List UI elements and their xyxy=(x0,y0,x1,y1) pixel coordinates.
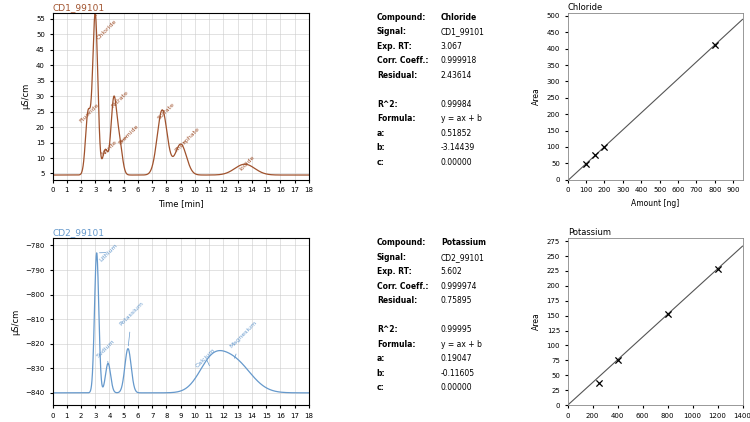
Text: Signal:: Signal: xyxy=(376,27,406,36)
Text: Residual:: Residual: xyxy=(376,296,417,305)
Point xyxy=(611,357,623,363)
Text: Signal:: Signal: xyxy=(376,253,406,262)
Y-axis label: Area: Area xyxy=(532,87,541,105)
Text: 0.99984: 0.99984 xyxy=(441,100,472,109)
Text: Potassium: Potassium xyxy=(441,238,486,247)
Text: 0.99995: 0.99995 xyxy=(441,325,472,334)
Text: 0.999918: 0.999918 xyxy=(441,56,477,65)
Text: Chloride: Chloride xyxy=(441,13,477,22)
Text: y = ax + b: y = ax + b xyxy=(441,114,482,123)
Text: Exp. RT:: Exp. RT: xyxy=(376,267,412,276)
Text: Potassium: Potassium xyxy=(568,228,610,237)
Point xyxy=(580,160,592,167)
Text: Potassium: Potassium xyxy=(118,300,145,346)
Y-axis label: μS/cm: μS/cm xyxy=(21,83,30,109)
Text: Corr. Coeff.:: Corr. Coeff.: xyxy=(376,281,428,291)
Text: Magnesium: Magnesium xyxy=(230,319,258,358)
Text: 5.602: 5.602 xyxy=(441,267,463,276)
Text: Formula:: Formula: xyxy=(376,340,416,349)
Text: Iodide: Iodide xyxy=(238,155,256,172)
Text: c:: c: xyxy=(376,158,385,167)
Text: Chloride: Chloride xyxy=(568,3,603,12)
Text: Nitrate: Nitrate xyxy=(110,89,129,108)
Text: CD2_99101: CD2_99101 xyxy=(53,228,104,237)
Text: Compound:: Compound: xyxy=(376,238,426,247)
Text: Sulfate: Sulfate xyxy=(158,102,176,121)
Text: -3.14439: -3.14439 xyxy=(441,143,475,152)
Text: 0.00000: 0.00000 xyxy=(441,383,472,392)
Text: 0.999974: 0.999974 xyxy=(441,281,477,291)
Text: 0.19047: 0.19047 xyxy=(441,354,472,363)
Y-axis label: μS/cm: μS/cm xyxy=(11,308,20,335)
Text: Fluoride: Fluoride xyxy=(79,103,101,124)
Text: 0.51852: 0.51852 xyxy=(441,129,472,138)
Text: Nitrite: Nitrite xyxy=(100,139,118,157)
Text: a:: a: xyxy=(376,354,386,363)
Point xyxy=(709,42,721,49)
Y-axis label: Area: Area xyxy=(532,313,541,330)
Text: Bromide: Bromide xyxy=(117,124,140,146)
Text: y = ax + b: y = ax + b xyxy=(441,340,482,349)
Point xyxy=(598,143,610,150)
Text: Exp. RT:: Exp. RT: xyxy=(376,42,412,51)
Point xyxy=(662,311,674,318)
Text: Calcium: Calcium xyxy=(195,347,217,368)
Text: 3.067: 3.067 xyxy=(441,42,463,51)
Text: R^2:: R^2: xyxy=(376,100,398,109)
Text: Lithium: Lithium xyxy=(99,242,119,262)
Text: b:: b: xyxy=(376,369,386,378)
Text: Chloride: Chloride xyxy=(95,14,118,41)
Text: R^2:: R^2: xyxy=(376,325,398,334)
Text: Compound:: Compound: xyxy=(376,13,426,22)
Text: CD1_99101: CD1_99101 xyxy=(441,27,485,36)
Text: Phosphate: Phosphate xyxy=(174,127,201,153)
Text: -0.11605: -0.11605 xyxy=(441,369,475,378)
Text: 0.00000: 0.00000 xyxy=(441,158,472,167)
Text: Corr. Coeff.:: Corr. Coeff.: xyxy=(376,56,428,65)
Point xyxy=(590,152,602,159)
Text: 2.43614: 2.43614 xyxy=(441,71,472,80)
Point xyxy=(712,266,724,273)
Text: 0.75895: 0.75895 xyxy=(441,296,472,305)
X-axis label: Amount [ng]: Amount [ng] xyxy=(631,199,680,208)
X-axis label: Time [min]: Time [min] xyxy=(158,199,203,208)
Text: CD2_99101: CD2_99101 xyxy=(441,253,485,262)
Text: Sodium: Sodium xyxy=(96,338,116,363)
Point xyxy=(593,380,605,387)
Text: Formula:: Formula: xyxy=(376,114,416,123)
Text: CD1_99101: CD1_99101 xyxy=(53,3,104,12)
Text: c:: c: xyxy=(376,383,385,392)
Text: a:: a: xyxy=(376,129,386,138)
Text: Residual:: Residual: xyxy=(376,71,417,80)
Text: b:: b: xyxy=(376,143,386,152)
